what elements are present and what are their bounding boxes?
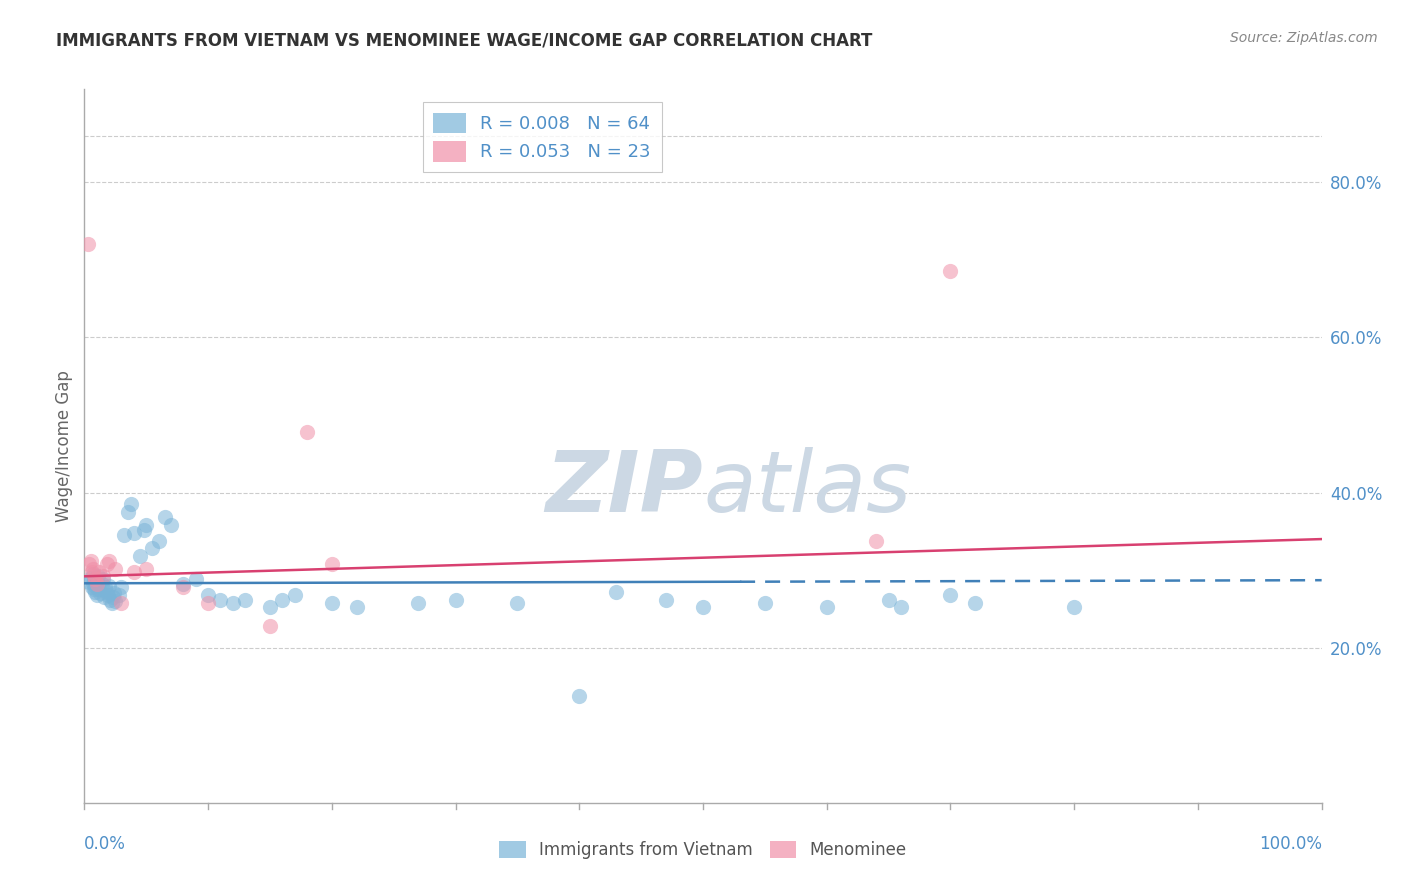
Point [444,592,467,607]
Y-axis label: Wage/Income Gap: Wage/Income Gap [55,370,73,522]
Point [605,584,627,599]
Point [108,588,131,602]
Point [79,574,101,589]
Point [89,565,111,579]
Point [153,510,176,524]
Point [93,591,115,605]
Point [209,592,232,607]
Point [79,557,101,571]
Point [83,569,105,583]
Point [84,579,107,593]
Point [408,596,430,610]
Point [160,518,183,533]
Point [184,573,207,587]
Point [692,600,714,615]
Point [110,580,132,594]
Point [890,600,912,615]
Text: 0.0%: 0.0% [84,835,127,853]
Point [284,588,307,602]
Point [295,425,318,439]
Point [79,571,101,585]
Point [104,561,127,575]
Point [101,591,124,605]
Text: IMMIGRANTS FROM VIETNAM VS MENOMINEE WAGE/INCOME GAP CORRELATION CHART: IMMIGRANTS FROM VIETNAM VS MENOMINEE WAG… [56,31,873,49]
Point [97,588,120,602]
Point [80,565,103,579]
Point [82,566,104,581]
Point [110,596,132,610]
Point [100,596,122,610]
Point [321,596,343,610]
Point [506,596,529,610]
Point [84,584,107,599]
Point [346,600,368,615]
Text: 100.0%: 100.0% [1258,835,1322,853]
Point [98,554,121,568]
Point [86,574,108,589]
Point [96,557,118,571]
Point [655,592,678,607]
Point [141,541,163,556]
Point [103,586,125,600]
Point [98,579,121,593]
Point [98,592,121,607]
Point [132,523,155,537]
Point [271,592,294,607]
Point [84,573,107,587]
Point [1063,600,1085,615]
Point [259,619,281,633]
Point [754,596,776,610]
Point [122,525,145,540]
Point [877,592,900,607]
Point [86,577,108,591]
Point [222,596,245,610]
Point [197,588,219,602]
Point [89,586,111,600]
Point [112,528,135,542]
Point [815,600,838,615]
Point [939,588,962,602]
Point [939,264,962,278]
Point [172,580,194,594]
Point [233,592,256,607]
Point [117,505,139,519]
Point [83,573,105,587]
Text: ZIP: ZIP [546,447,703,531]
Point [172,577,194,591]
Point [197,596,219,610]
Point [104,594,127,608]
Point [94,580,117,594]
Point [568,689,591,703]
Point [120,497,142,511]
Text: Source: ZipAtlas.com: Source: ZipAtlas.com [1230,31,1378,45]
Text: atlas: atlas [703,447,911,531]
Point [321,557,343,571]
Point [135,561,157,575]
Point [86,588,108,602]
Point [82,576,104,591]
Point [77,237,100,252]
Point [148,533,170,548]
Point [91,573,114,587]
Point [129,549,152,563]
Point [82,561,104,575]
Point [79,554,101,568]
Point [259,600,281,615]
Point [91,569,114,583]
Point [89,582,111,596]
Point [122,565,145,579]
Point [90,577,112,591]
Point [865,533,887,548]
Point [87,569,110,583]
Point [965,596,987,610]
Legend: Immigrants from Vietnam, Menominee: Immigrants from Vietnam, Menominee [492,834,914,866]
Point [83,582,105,597]
Point [80,580,103,594]
Point [135,518,157,533]
Point [96,584,118,599]
